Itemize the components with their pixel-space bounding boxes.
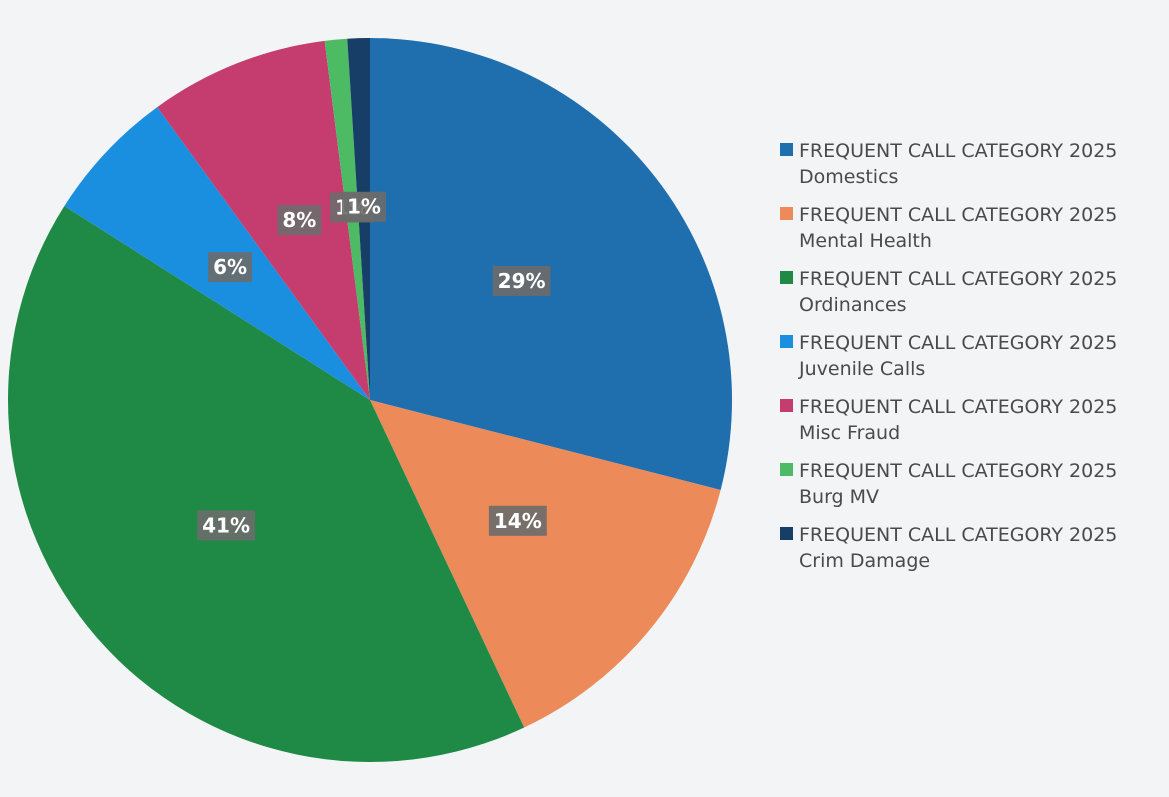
data-label-box (488, 505, 547, 536)
data-label: 6% (213, 255, 247, 279)
legend-item: FREQUENT CALL CATEGORY 2025 Crim Damage (780, 522, 1155, 574)
data-label: 14% (494, 509, 542, 533)
data-label: 8% (282, 208, 316, 232)
data-label-box (341, 191, 386, 222)
legend-item: FREQUENT CALL CATEGORY 2025 Domestics (780, 138, 1155, 190)
legend: FREQUENT CALL CATEGORY 2025 Domestics FRE… (780, 138, 1155, 586)
legend-item: FREQUENT CALL CATEGORY 2025 Misc Fraud (780, 394, 1155, 446)
legend-item: FREQUENT CALL CATEGORY 2025 Juvenile Cal… (780, 330, 1155, 382)
legend-swatch (780, 463, 793, 476)
pie-slice (370, 38, 732, 491)
legend-item: FREQUENT CALL CATEGORY 2025 Ordinances (780, 266, 1155, 318)
data-label-box (208, 252, 253, 283)
data-label-box (277, 205, 322, 236)
data-label-box (492, 265, 551, 296)
pie-slice (8, 206, 525, 762)
legend-swatch (780, 271, 793, 284)
legend-label: FREQUENT CALL CATEGORY 2025 Ordinances (799, 268, 1118, 316)
legend-label: FREQUENT CALL CATEGORY 2025 Misc Fraud (799, 396, 1118, 444)
data-label-box (197, 510, 256, 541)
legend-label: FREQUENT CALL CATEGORY 2025 Juvenile Cal… (799, 332, 1118, 380)
legend-item: FREQUENT CALL CATEGORY 2025 Burg MV (780, 458, 1155, 510)
data-label: 29% (498, 269, 546, 293)
legend-label: FREQUENT CALL CATEGORY 2025 Domestics (799, 140, 1118, 188)
legend-swatch (780, 527, 793, 540)
legend-label: FREQUENT CALL CATEGORY 2025 Burg MV (799, 460, 1118, 508)
pie-slice (157, 40, 370, 400)
legend-swatch (780, 143, 793, 156)
chart: 29%14%41%6%8%1%1% (8, 38, 732, 762)
pie-slice (370, 400, 721, 728)
legend-swatch (780, 335, 793, 348)
data-label: 1% (347, 195, 381, 219)
legend-swatch (780, 399, 793, 412)
legend-label: FREQUENT CALL CATEGORY 2025 Mental Healt… (799, 204, 1118, 252)
data-label: 41% (202, 513, 250, 537)
legend-label: FREQUENT CALL CATEGORY 2025 Crim Damage (799, 524, 1118, 572)
legend-swatch (780, 207, 793, 220)
legend-item: FREQUENT CALL CATEGORY 2025 Mental Healt… (780, 202, 1155, 254)
